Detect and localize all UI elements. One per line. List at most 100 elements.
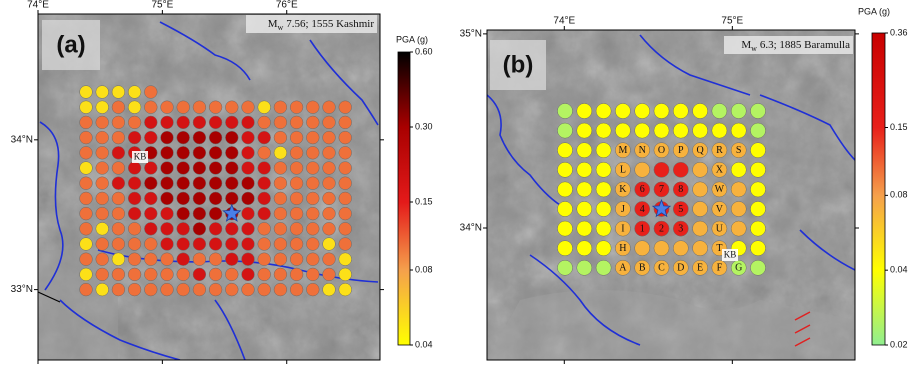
pga-site — [144, 192, 157, 205]
pga-site — [242, 146, 255, 159]
pga-site — [193, 207, 206, 220]
site-label: U — [716, 223, 724, 234]
site-label: 4 — [640, 204, 645, 215]
pga-site — [144, 177, 157, 190]
pga-site — [290, 101, 303, 114]
pga-site — [80, 101, 93, 114]
pga-site — [290, 162, 303, 175]
pga-site — [112, 177, 125, 190]
pga-site — [274, 253, 287, 266]
pga-site — [177, 222, 190, 235]
pga-site — [596, 241, 611, 256]
pga-site — [323, 283, 336, 296]
colorbar-title: PGA (g) — [858, 6, 890, 16]
pga-site — [80, 222, 93, 235]
pga-site — [193, 268, 206, 281]
pga-site — [225, 146, 238, 159]
site-label: 8 — [678, 184, 683, 195]
pga-site — [193, 101, 206, 114]
pga-site — [635, 123, 650, 138]
pga-site — [306, 162, 319, 175]
pga-site — [577, 241, 592, 256]
pga-site — [750, 221, 765, 236]
site-label: V — [716, 204, 724, 215]
pga-site — [80, 146, 93, 159]
pga-site — [96, 222, 109, 235]
pga-site — [144, 207, 157, 220]
pga-site — [577, 123, 592, 138]
pga-site — [96, 268, 109, 281]
pga-site — [557, 201, 572, 216]
pga-site — [693, 162, 708, 177]
site-label: 6 — [640, 184, 645, 195]
pga-site — [112, 101, 125, 114]
pga-site — [615, 123, 630, 138]
pga-site — [177, 177, 190, 190]
kb-label: KB — [724, 250, 737, 260]
pga-site — [693, 182, 708, 197]
pga-site — [323, 131, 336, 144]
site-label: M — [618, 145, 627, 156]
pga-site — [596, 182, 611, 197]
site-label: L — [620, 165, 626, 176]
pga-site — [557, 182, 572, 197]
pga-site — [242, 268, 255, 281]
colorbar-tick-label: 0.08 — [415, 264, 433, 274]
colorbar — [872, 33, 885, 345]
pga-site — [144, 268, 157, 281]
pga-site — [258, 116, 271, 129]
pga-site — [557, 241, 572, 256]
kb-label: KB — [134, 152, 147, 162]
pga-site — [112, 146, 125, 159]
pga-site — [274, 222, 287, 235]
pga-site — [596, 221, 611, 236]
site-label: N — [639, 145, 646, 156]
figure: 74°E75°E76°E33°N34°NKB(a)Mw7.56; 1555 Ka… — [0, 0, 916, 368]
pga-site — [693, 123, 708, 138]
pga-site — [654, 123, 669, 138]
pga-site — [323, 207, 336, 220]
pga-site — [112, 222, 125, 235]
pga-site — [209, 162, 222, 175]
pga-site — [339, 131, 352, 144]
pga-site — [225, 131, 238, 144]
pga-site — [712, 103, 727, 118]
pga-site — [242, 192, 255, 205]
pga-site — [209, 222, 222, 235]
annotation-text: 6.3; 1885 Baramulla — [760, 39, 850, 51]
pga-site — [750, 162, 765, 177]
pga-site — [144, 131, 157, 144]
annotation-text: 7.56; 1555 Kashmir — [286, 18, 374, 30]
pga-site — [596, 123, 611, 138]
site-label: 7 — [659, 184, 664, 195]
pga-site — [654, 241, 669, 256]
x-tick-label: 75°E — [151, 0, 173, 11]
pga-site — [128, 192, 141, 205]
colorbar-tick-label: 0.15 — [415, 196, 433, 206]
pga-site — [96, 207, 109, 220]
colorbar-tick-label: 0.04 — [890, 265, 908, 275]
pga-site — [177, 207, 190, 220]
pga-site — [112, 86, 125, 99]
colorbar-tick-label: 0.15 — [890, 122, 908, 132]
pga-site — [557, 123, 572, 138]
pga-site — [128, 283, 141, 296]
site-label: P — [678, 145, 684, 156]
pga-site — [128, 238, 141, 251]
pga-site — [274, 116, 287, 129]
pga-site — [274, 283, 287, 296]
pga-site — [128, 86, 141, 99]
site-label: 2 — [659, 223, 664, 234]
pga-site — [177, 131, 190, 144]
pga-site — [128, 207, 141, 220]
pga-site — [258, 146, 271, 159]
pga-site — [577, 221, 592, 236]
pga-site — [161, 238, 174, 251]
pga-site — [225, 238, 238, 251]
pga-site — [339, 162, 352, 175]
pga-site — [177, 253, 190, 266]
pga-site — [654, 103, 669, 118]
pga-site — [557, 162, 572, 177]
pga-site — [144, 116, 157, 129]
pga-site — [177, 238, 190, 251]
